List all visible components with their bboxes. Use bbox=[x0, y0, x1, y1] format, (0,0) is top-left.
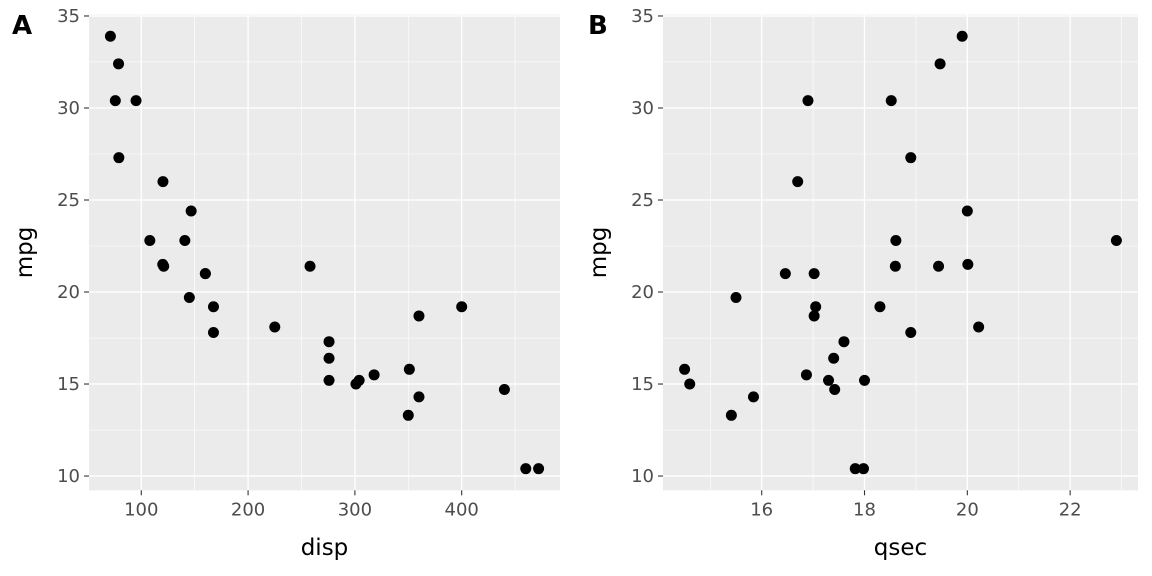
data-point bbox=[934, 58, 946, 70]
panel-tag: A bbox=[12, 11, 32, 41]
x-tick-label: 400 bbox=[445, 499, 479, 520]
data-point bbox=[828, 352, 840, 364]
data-point bbox=[350, 378, 362, 390]
x-tick-label: 18 bbox=[853, 499, 876, 520]
data-point bbox=[183, 292, 195, 304]
data-point bbox=[779, 268, 791, 280]
data-point bbox=[792, 176, 804, 188]
data-point bbox=[402, 409, 414, 421]
y-tick-label: 20 bbox=[57, 282, 80, 303]
x-tick-label: 100 bbox=[124, 499, 158, 520]
data-point bbox=[802, 95, 814, 107]
data-point bbox=[323, 374, 335, 386]
data-point bbox=[725, 409, 737, 421]
data-point bbox=[368, 369, 380, 381]
data-point bbox=[323, 352, 335, 364]
data-point bbox=[730, 292, 742, 304]
y-axis-title: mpg bbox=[12, 227, 38, 279]
data-point bbox=[113, 58, 125, 70]
data-point bbox=[207, 301, 219, 313]
data-point bbox=[823, 374, 835, 386]
y-tick-label: 35 bbox=[57, 6, 80, 27]
data-point bbox=[679, 363, 691, 375]
data-point bbox=[684, 378, 696, 390]
y-tick-label: 10 bbox=[57, 466, 80, 487]
y-tick-label: 15 bbox=[57, 374, 80, 395]
data-point bbox=[747, 391, 759, 403]
data-point bbox=[905, 327, 917, 339]
data-point bbox=[829, 384, 841, 396]
panel-background bbox=[89, 14, 560, 491]
data-point bbox=[933, 260, 945, 272]
data-point bbox=[810, 301, 822, 313]
x-tick-label: 16 bbox=[750, 499, 773, 520]
data-point bbox=[207, 327, 219, 339]
data-point bbox=[859, 374, 871, 386]
data-point bbox=[962, 258, 974, 270]
data-point bbox=[905, 152, 917, 164]
data-point bbox=[889, 260, 901, 272]
data-point bbox=[113, 152, 125, 164]
data-point bbox=[323, 336, 335, 348]
data-point bbox=[808, 268, 820, 280]
x-tick-label: 300 bbox=[338, 499, 372, 520]
data-point bbox=[179, 234, 191, 246]
data-point bbox=[956, 30, 968, 42]
x-tick-label: 200 bbox=[231, 499, 265, 520]
data-point bbox=[874, 301, 886, 313]
y-tick-label: 15 bbox=[631, 374, 654, 395]
y-axis-title: mpg bbox=[586, 227, 612, 279]
data-point bbox=[849, 463, 861, 475]
data-point bbox=[104, 30, 116, 42]
data-point bbox=[885, 95, 897, 107]
data-point bbox=[199, 268, 211, 280]
data-point bbox=[157, 176, 169, 188]
data-point bbox=[456, 301, 468, 313]
data-point bbox=[413, 391, 425, 403]
data-point bbox=[413, 310, 425, 322]
data-point bbox=[961, 205, 973, 217]
data-point bbox=[158, 260, 170, 272]
data-point bbox=[808, 310, 820, 322]
data-point bbox=[130, 95, 142, 107]
data-point bbox=[498, 384, 510, 396]
data-point bbox=[144, 234, 156, 246]
data-point bbox=[1110, 234, 1122, 246]
data-point bbox=[269, 321, 281, 333]
y-tick-label: 25 bbox=[631, 190, 654, 211]
panel-tag: B bbox=[588, 11, 608, 41]
y-tick-label: 20 bbox=[631, 282, 654, 303]
y-tick-label: 35 bbox=[631, 6, 654, 27]
x-tick-label: 20 bbox=[956, 499, 979, 520]
data-point bbox=[800, 369, 812, 381]
data-point bbox=[838, 336, 850, 348]
y-tick-label: 30 bbox=[57, 98, 80, 119]
x-axis-title: qsec bbox=[874, 535, 927, 561]
y-tick-label: 10 bbox=[631, 466, 654, 487]
panel-background bbox=[663, 14, 1138, 491]
data-point bbox=[890, 234, 902, 246]
data-point bbox=[304, 260, 316, 272]
data-point bbox=[109, 95, 121, 107]
data-point bbox=[857, 463, 869, 475]
x-axis-title: disp bbox=[301, 535, 349, 561]
y-tick-label: 25 bbox=[57, 190, 80, 211]
x-tick-label: 22 bbox=[1059, 499, 1082, 520]
data-point bbox=[533, 463, 545, 475]
data-point bbox=[185, 205, 197, 217]
data-point bbox=[520, 463, 532, 475]
y-tick-label: 30 bbox=[631, 98, 654, 119]
data-point bbox=[403, 363, 415, 375]
data-point bbox=[973, 321, 985, 333]
